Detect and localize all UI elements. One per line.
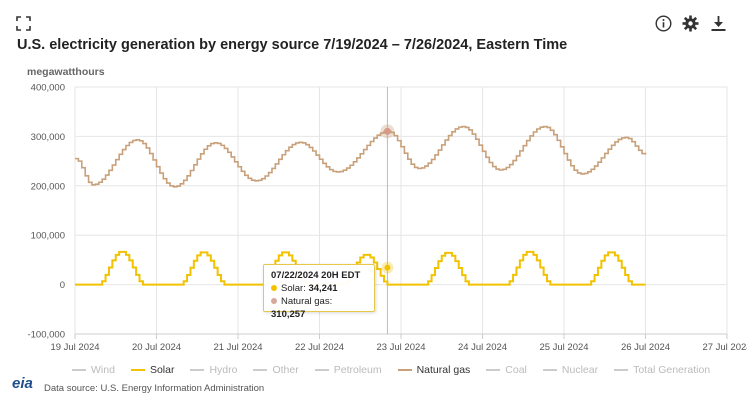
- legend-label: Hydro: [209, 364, 238, 376]
- x-tick-label: 24 Jul 2024: [458, 342, 507, 353]
- hover-marker-solar: [384, 264, 391, 271]
- tooltip-time: 07/22/2024 20H EDT: [271, 270, 361, 281]
- y-axis-label: megawatthours: [27, 66, 105, 78]
- legend-item-wind[interactable]: Wind: [72, 364, 115, 376]
- legend-swatch: [542, 369, 557, 371]
- legend-label: Coal: [505, 364, 527, 376]
- eia-logo[interactable]: eia: [12, 375, 33, 392]
- tooltip-gas-value: 310,257: [271, 309, 306, 320]
- legend-item-solar[interactable]: Solar: [130, 364, 175, 376]
- legend-label: Natural gas: [416, 364, 471, 376]
- legend-swatch: [253, 369, 268, 371]
- legend-label: Other: [272, 364, 299, 376]
- chart-title: U.S. electricity generation by energy so…: [17, 37, 568, 53]
- legend-label: Wind: [91, 364, 115, 376]
- tooltip-gas-row: Natural gas: 310,257: [271, 295, 367, 321]
- tooltip-solar-dot: [271, 285, 277, 292]
- x-tick-label: 22 Jul 2024: [295, 342, 344, 353]
- legend-label: Solar: [149, 364, 175, 376]
- y-tick-label: 200,000: [31, 181, 65, 192]
- gear-icon[interactable]: [682, 15, 699, 32]
- y-tick-label: 100,000: [31, 231, 65, 242]
- x-tick-label: 26 Jul 2024: [621, 342, 670, 353]
- legend-item-coal[interactable]: Coal: [486, 364, 527, 376]
- tooltip-solar-row: Solar: 34,241: [271, 282, 367, 295]
- legend-swatch: [486, 369, 501, 371]
- series-solar-line: [75, 250, 646, 286]
- legend-item-other[interactable]: Other: [253, 364, 299, 376]
- x-tick-label: 21 Jul 2024: [213, 342, 262, 353]
- legend-swatch: [72, 369, 86, 371]
- download-icon[interactable]: [710, 15, 727, 32]
- data-source-text: Data source: U.S. Energy Information Adm…: [44, 383, 265, 394]
- hover-marker-natural-gas: [383, 127, 391, 135]
- tooltip-gas-label: Natural gas:: [281, 296, 333, 307]
- legend-swatch: [397, 369, 412, 371]
- legend-item-petroleum[interactable]: Petroleum: [314, 364, 382, 376]
- tooltip-solar-label: Solar:: [281, 283, 309, 294]
- x-tick-label: 20 Jul 2024: [132, 342, 181, 353]
- legend-item-nuclear[interactable]: Nuclear: [542, 364, 599, 376]
- x-tick-label: 23 Jul 2024: [376, 342, 425, 353]
- series-natural-gas-line: [75, 125, 647, 188]
- fullscreen-icon[interactable]: [16, 16, 31, 31]
- tooltip-gas-dot: [271, 298, 277, 305]
- legend-item-hydro[interactable]: Hydro: [190, 364, 237, 376]
- x-tick-label: 19 Jul 2024: [50, 342, 99, 353]
- y-tick-label: 400,000: [31, 83, 65, 94]
- chart-legend: Wind Solar Hydro Other Petroleum Natural gas C…: [72, 362, 726, 378]
- y-tick-label: -100,000: [27, 330, 65, 341]
- tooltip-solar-value: 34,241: [308, 283, 338, 294]
- info-icon[interactable]: [655, 15, 672, 32]
- legend-label: Total Generation: [633, 364, 711, 376]
- legend-label: Petroleum: [333, 364, 382, 376]
- legend-swatch: [314, 369, 329, 371]
- legend-item-natural-gas[interactable]: Natural gas: [397, 364, 471, 376]
- x-tick-label: 25 Jul 2024: [539, 342, 588, 353]
- hover-tooltip: 07/22/2024 20H EDT Solar: 34,241 Natural…: [263, 264, 375, 320]
- y-tick-label: 0: [60, 280, 65, 291]
- y-tick-label: 300,000: [31, 132, 65, 143]
- legend-swatch: [130, 369, 145, 371]
- legend-swatch: [614, 369, 629, 371]
- legend-swatch: [190, 369, 205, 371]
- legend-item-total-generation[interactable]: Total Generation: [614, 364, 710, 376]
- legend-label: Nuclear: [561, 364, 599, 376]
- x-tick-label: 27 Jul 2024: [702, 342, 747, 353]
